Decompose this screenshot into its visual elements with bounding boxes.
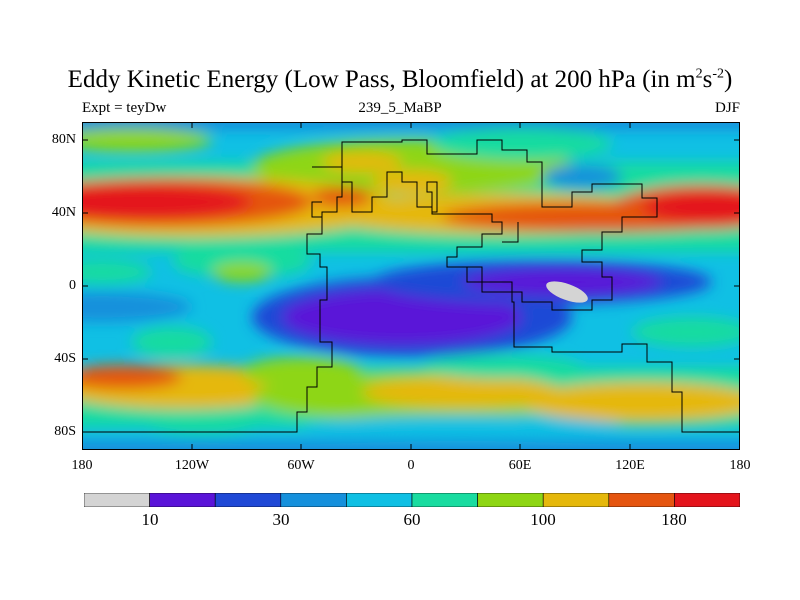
lat-tick-label: 0 [69, 278, 76, 293]
minimum-patch [546, 281, 588, 303]
colorbar-swatch [84, 493, 150, 507]
experiment-label: Expt = teyDw [82, 100, 167, 116]
axis-ticks [82, 122, 740, 450]
lat-tick-label: 80S [54, 424, 76, 439]
colorbar [84, 493, 740, 507]
colorbar-label: 30 [272, 510, 290, 529]
lon-tick-label: 120E [615, 458, 645, 473]
colorbar-swatch [608, 493, 675, 507]
lon-tick-label: 180 [71, 458, 93, 473]
run-id-label: 239_5_MaBP [358, 100, 442, 116]
colorbar-swatch [411, 493, 478, 507]
colorbar-swatch [477, 493, 544, 507]
coastlines [82, 139, 740, 433]
colorbar-label: 180 [661, 510, 687, 529]
ke-field [82, 122, 740, 450]
colorbar-swatch [149, 493, 216, 507]
colorbar-swatch [280, 493, 347, 507]
lon-tick-label: 60E [508, 458, 532, 473]
colorbar-label: 100 [530, 510, 556, 529]
lon-tick-label: 180 [729, 458, 751, 473]
map-title: Eddy Kinetic Energy (Low Pass, Bloomfiel… [67, 66, 733, 93]
colorbar-swatch [542, 493, 610, 507]
colorbar-label: 60 [403, 510, 421, 529]
colorbar-swatch [346, 493, 413, 507]
season-label: DJF [714, 100, 740, 116]
colorbar-swatch [214, 493, 282, 507]
map-plot [82, 122, 740, 450]
lat-tick-label: 40N [51, 205, 76, 220]
colorbar-swatch [674, 493, 740, 507]
lon-tick-label: 60W [287, 458, 315, 473]
lon-tick-label: 0 [407, 458, 415, 473]
lon-tick-label: 120W [174, 458, 210, 473]
lat-tick-label: 40S [54, 351, 76, 366]
lat-tick-label: 80N [51, 132, 76, 147]
colorbar-label: 10 [141, 510, 159, 529]
